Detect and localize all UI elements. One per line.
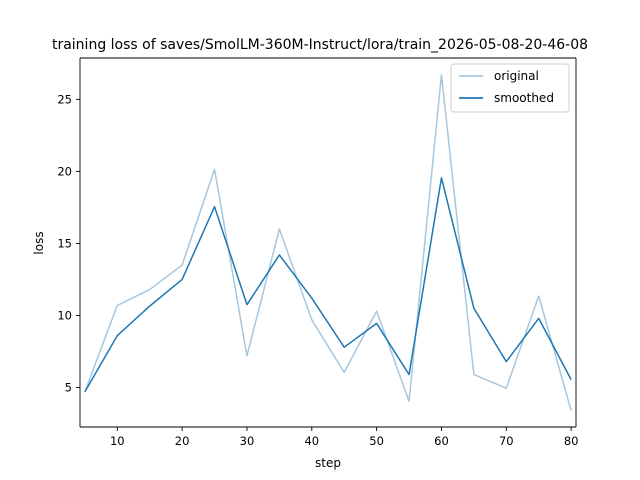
axes-layer	[79, 57, 577, 428]
y-tick-label: 5	[65, 381, 72, 395]
y-tick-label: 10	[57, 308, 72, 322]
legend: original smoothed	[450, 63, 570, 113]
x-tick-label: 40	[304, 434, 319, 448]
y-tick-label: 20	[57, 164, 72, 178]
x-tick-label: 10	[110, 434, 125, 448]
y-tick-label: 25	[57, 92, 72, 106]
x-axis-label: step	[315, 456, 341, 470]
y-axis-label: loss	[32, 231, 46, 254]
series-line-original	[84, 74, 572, 411]
legend-label-smoothed: smoothed	[494, 91, 554, 105]
y-tick-label: 15	[57, 236, 72, 250]
plot-area	[80, 58, 576, 427]
plot-background	[80, 58, 576, 427]
chart-title: training loss of saves/SmolLM-360M-Instr…	[52, 37, 588, 53]
x-tick-label: 60	[434, 434, 449, 448]
legend-label-original: original	[494, 69, 539, 83]
x-tick-label: 70	[499, 434, 514, 448]
series-line-smoothed	[84, 177, 572, 393]
x-tick-label: 80	[564, 434, 579, 448]
x-tick-label: 50	[369, 434, 384, 448]
ticks-layer: 10 20 30 40 50 60 70 80 5 10 15 20 25	[57, 92, 578, 448]
x-tick-label: 30	[240, 434, 255, 448]
series-layer	[84, 74, 572, 411]
x-tick-label: 20	[175, 434, 190, 448]
